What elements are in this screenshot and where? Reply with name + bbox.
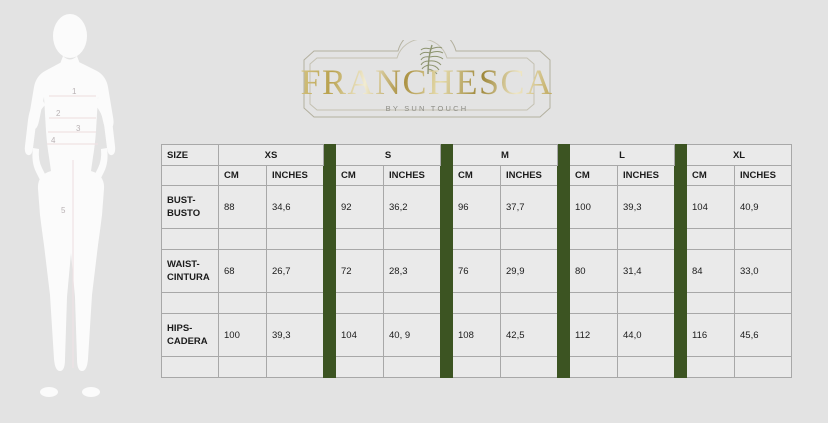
row-label-line2: CINTURA [167,272,210,283]
cell-hips-m-in: 42,5 [499,313,559,357]
measure-number-5: 5 [61,206,66,215]
cell-waist-xs-cm: 68 [218,249,267,293]
size-header: SIZE [161,144,219,166]
unit-cm-l: CM [569,165,619,186]
row-label-line2: CADERA [167,336,208,347]
column-separator [323,144,336,378]
table-unit-row: CM INCHES CM INCHES CM INCHES CM INCHES … [161,165,793,186]
table-bottom-spacer-row [161,356,793,378]
measure-number-1: 1 [72,87,77,96]
palm-leaf-icon [419,44,444,75]
size-group-l: L [569,144,676,166]
cell-bust-l-in: 39,3 [617,185,676,229]
unit-cm-xs: CM [218,165,267,186]
logo-frame [303,40,551,118]
cell-hips-s-cm: 104 [335,313,384,357]
cell-waist-s-cm: 72 [335,249,384,293]
brand-logo: FRANCHESCA BY SUN TOUCH [296,40,558,128]
cell-bust-m-in: 37,7 [499,185,559,229]
size-group-m: M [451,144,559,166]
brand-tagline: BY SUN TOUCH [385,104,469,113]
measure-number-3: 3 [76,124,81,133]
unit-inches-s: INCHES [383,165,441,186]
unit-inches-xs: INCHES [266,165,324,186]
cell-waist-s-in: 28,3 [383,249,441,293]
cell-bust-s-in: 36,2 [383,185,441,229]
brand-name: FRANCHESCA [296,62,558,102]
table-spacer-row [161,292,793,314]
table-row: WAIST- CINTURA 68 26,7 72 28,3 76 29,9 8… [161,249,793,293]
unit-cm-m: CM [452,165,501,186]
cell-hips-xl-cm: 116 [686,313,736,357]
row-label-line1: HIPS- [167,323,193,334]
cell-bust-xs-cm: 88 [218,185,267,229]
cell-waist-m-in: 29,9 [499,249,559,293]
unit-inches-m: INCHES [499,165,559,186]
cell-bust-xl-cm: 104 [686,185,736,229]
cell-waist-xs-in: 26,7 [266,249,324,293]
column-separator [557,144,571,378]
table-spacer-row [161,228,793,250]
row-label-waist: WAIST- CINTURA [161,249,219,293]
row-label-line2: BUSTO [167,208,201,219]
row-label-line1: WAIST- [167,259,200,270]
cell-hips-l-in: 44,0 [617,313,676,357]
cell-bust-l-cm: 100 [569,185,619,229]
female-body-silhouette [24,14,116,397]
unit-cm-s: CM [335,165,384,186]
unit-row-blank [161,165,219,186]
body-figure-panel: 1 2 3 4 5 [18,8,158,408]
cell-waist-xl-in: 33,0 [734,249,793,293]
row-label-hips: HIPS- CADERA [161,313,219,357]
cell-waist-m-cm: 76 [452,249,501,293]
cell-bust-xl-in: 40,9 [734,185,793,229]
cell-hips-s-in: 40, 9 [383,313,441,357]
unit-inches-l: INCHES [617,165,676,186]
row-label-line1: BUST- [167,195,196,206]
size-group-s: S [335,144,441,166]
cell-waist-xl-cm: 84 [686,249,736,293]
table-row: BUST- BUSTO 88 34,6 92 36,2 96 37,7 100 … [161,185,793,229]
cell-bust-s-cm: 92 [335,185,384,229]
cell-hips-xs-cm: 100 [218,313,267,357]
cell-hips-m-cm: 108 [452,313,501,357]
measure-number-4: 4 [51,136,56,145]
size-chart-table: SIZE XS S M L XL CM INCHES CM INCHES CM … [161,144,793,378]
size-group-xs: XS [218,144,324,166]
column-separator [440,144,453,378]
cell-waist-l-in: 31,4 [617,249,676,293]
size-group-xl: XL [686,144,793,166]
unit-cm-xl: CM [686,165,736,186]
cell-hips-xs-in: 39,3 [266,313,324,357]
unit-inches-xl: INCHES [734,165,793,186]
table-row: HIPS- CADERA 100 39,3 104 40, 9 108 42,5… [161,313,793,357]
cell-bust-xs-in: 34,6 [266,185,324,229]
cell-hips-xl-in: 45,6 [734,313,793,357]
column-separator [674,144,688,378]
measure-number-2: 2 [56,109,61,118]
cell-bust-m-cm: 96 [452,185,501,229]
row-label-bust: BUST- BUSTO [161,185,219,229]
cell-hips-l-cm: 112 [569,313,619,357]
cell-waist-l-cm: 80 [569,249,619,293]
table-header-row: SIZE XS S M L XL [161,144,793,378]
